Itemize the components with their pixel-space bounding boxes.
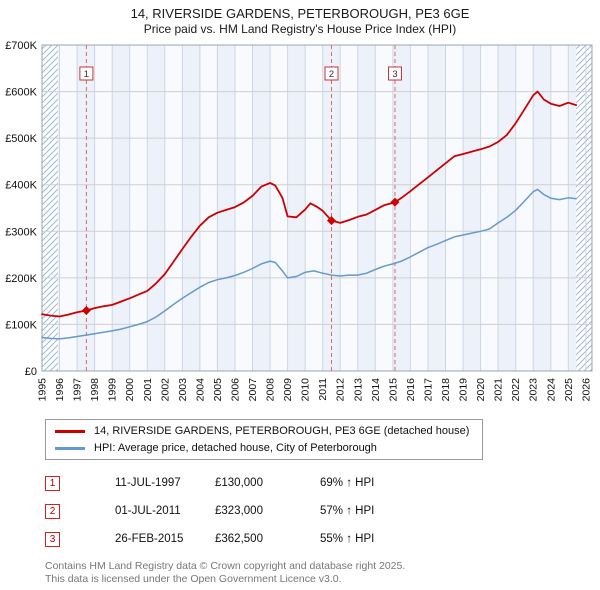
- property-line-swatch: [55, 429, 85, 433]
- svg-text:2026: 2026: [580, 378, 592, 402]
- legend-item-property: 14, RIVERSIDE GARDENS, PETERBOROUGH, PE3…: [55, 425, 473, 437]
- transaction-3-price: £362,500: [215, 533, 263, 545]
- footer-line-1: Contains HM Land Registry data © Crown c…: [45, 560, 406, 572]
- svg-text:2006: 2006: [230, 378, 242, 402]
- svg-text:£300K: £300K: [5, 226, 37, 238]
- transaction-2-hpi: 57% ↑ HPI: [320, 505, 375, 517]
- price-paid-vs-hpi-chart: £0 £100K £200K £300K £400K £500K £600K £700K 199…: [5, 40, 593, 402]
- svg-text:2014: 2014: [370, 378, 382, 402]
- svg-text:2022: 2022: [510, 378, 522, 402]
- footer-line-2: This data is licensed under the Open Gov…: [45, 573, 342, 585]
- transaction-2-price: £323,000: [215, 505, 263, 517]
- svg-text:2016: 2016: [405, 378, 417, 402]
- svg-text:1996: 1996: [54, 378, 66, 402]
- transaction-3-date: 26-FEB-2015: [115, 533, 184, 545]
- svg-text:1998: 1998: [89, 378, 101, 402]
- svg-text:2011: 2011: [317, 378, 329, 401]
- svg-text:1997: 1997: [72, 378, 84, 402]
- svg-text:2023: 2023: [528, 378, 540, 402]
- svg-text:2012: 2012: [335, 378, 347, 402]
- hpi-line-swatch: [55, 446, 85, 450]
- transaction-row: 3 26-FEB-2015 £362,500 55% ↑ HPI: [45, 525, 600, 553]
- svg-text:2025: 2025: [563, 378, 575, 402]
- svg-text:£200K: £200K: [5, 273, 37, 285]
- page-subtitle: Price paid vs. HM Land Registry's House …: [143, 22, 457, 36]
- transaction-row: 2 01-JUL-2011 £323,000 57% ↑ HPI: [45, 497, 600, 525]
- svg-text:3: 3: [392, 69, 397, 80]
- svg-text:2: 2: [329, 69, 334, 80]
- svg-text:2003: 2003: [177, 378, 189, 402]
- transaction-2-badge: 2: [45, 503, 60, 519]
- svg-text:2024: 2024: [545, 378, 557, 402]
- svg-text:2007: 2007: [247, 378, 259, 402]
- svg-text:2018: 2018: [440, 378, 452, 402]
- svg-text:2000: 2000: [124, 378, 136, 402]
- chart-legend: 14, RIVERSIDE GARDENS, PETERBOROUGH, PE3…: [45, 419, 483, 460]
- transaction-1-badge: 1: [45, 475, 60, 491]
- svg-text:£400K: £400K: [5, 180, 37, 192]
- svg-text:2009: 2009: [282, 378, 294, 402]
- transaction-3-badge: 3: [45, 531, 60, 547]
- legend-label-property: 14, RIVERSIDE GARDENS, PETERBOROUGH, PE3…: [94, 425, 470, 437]
- license-footer: Contains HM Land Registry data © Crown c…: [45, 560, 600, 586]
- svg-text:2020: 2020: [475, 378, 487, 402]
- svg-text:2013: 2013: [352, 378, 364, 402]
- svg-text:2001: 2001: [142, 378, 154, 402]
- svg-text:2004: 2004: [194, 378, 206, 402]
- svg-text:2021: 2021: [493, 378, 505, 402]
- svg-text:£100K: £100K: [5, 319, 37, 331]
- svg-text:£0: £0: [25, 366, 37, 378]
- svg-text:2002: 2002: [159, 378, 171, 402]
- svg-text:£600K: £600K: [5, 87, 37, 99]
- page-title: 14, RIVERSIDE GARDENS, PETERBOROUGH, PE3…: [130, 6, 470, 21]
- svg-text:£500K: £500K: [5, 133, 37, 145]
- transaction-3-hpi: 55% ↑ HPI: [320, 533, 375, 545]
- legend-item-hpi: HPI: Average price, detached house, City…: [55, 442, 473, 454]
- svg-text:2008: 2008: [265, 378, 277, 402]
- chart-header: 14, RIVERSIDE GARDENS, PETERBOROUGH, PE3…: [0, 0, 600, 37]
- svg-text:2019: 2019: [458, 378, 470, 402]
- svg-text:1999: 1999: [107, 378, 119, 402]
- svg-text:1: 1: [84, 69, 89, 80]
- svg-text:1995: 1995: [37, 378, 49, 402]
- svg-text:2010: 2010: [300, 378, 312, 402]
- svg-text:2015: 2015: [387, 378, 399, 402]
- svg-text:£700K: £700K: [5, 40, 37, 52]
- transaction-1-price: £130,000: [215, 477, 263, 489]
- legend-label-hpi: HPI: Average price, detached house, City…: [94, 442, 377, 454]
- transactions-table: 1 11-JUL-1997 £130,000 69% ↑ HPI 2 01-JU…: [45, 469, 600, 553]
- transaction-row: 1 11-JUL-1997 £130,000 69% ↑ HPI: [45, 469, 600, 497]
- transaction-1-hpi: 69% ↑ HPI: [320, 477, 375, 489]
- transaction-1-date: 11-JUL-1997: [115, 477, 181, 489]
- transaction-2-date: 01-JUL-2011: [115, 505, 181, 517]
- svg-text:2017: 2017: [423, 378, 435, 402]
- svg-text:2005: 2005: [212, 378, 224, 402]
